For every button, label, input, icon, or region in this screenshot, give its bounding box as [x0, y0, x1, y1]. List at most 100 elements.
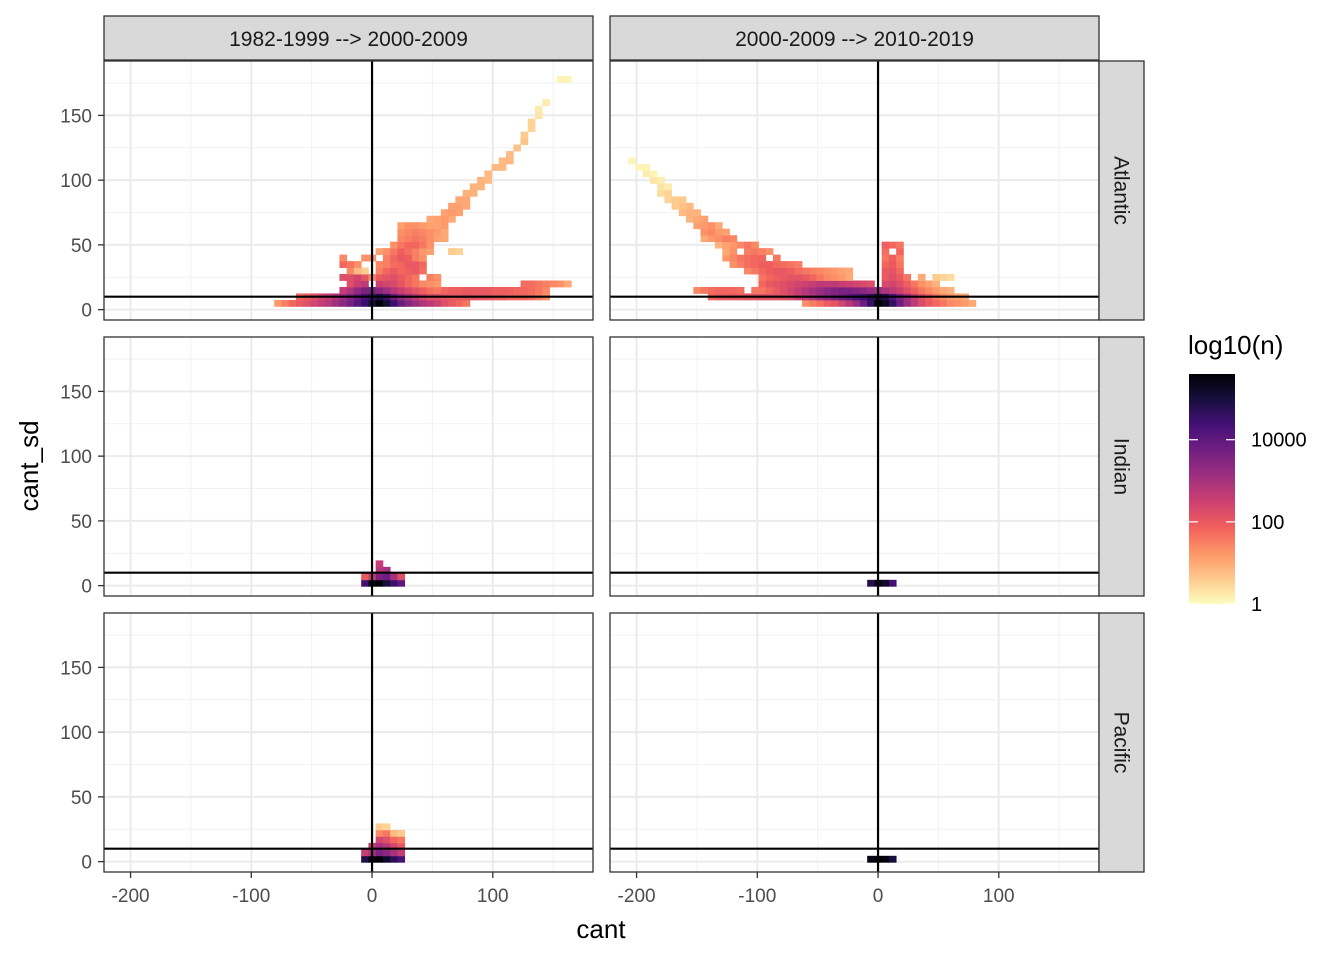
heatmap-cell — [765, 261, 774, 268]
x-tick-label: -200 — [112, 886, 150, 907]
heatmap-cell — [440, 286, 449, 294]
heatmap-cell — [686, 215, 694, 223]
heatmap-cell — [361, 254, 369, 262]
heatmap-cell — [700, 222, 709, 230]
heatmap-cell — [664, 196, 672, 204]
heatmap-cell — [404, 235, 413, 243]
heatmap-cell — [816, 267, 825, 275]
heatmap-cell — [390, 261, 398, 268]
heatmap-cell — [649, 170, 658, 178]
heatmap-cell — [455, 202, 463, 210]
heatmap-cell — [324, 299, 333, 307]
panel-plot-area — [610, 613, 1099, 872]
heatmap-cell — [657, 183, 665, 191]
x-tick-label: 0 — [873, 886, 884, 907]
heatmap-cell — [859, 286, 868, 294]
legend-ticks: 1 100 10000 — [1189, 430, 1307, 616]
heatmap-cell — [881, 241, 890, 249]
heatmap-cell — [404, 248, 413, 256]
heatmap-cell — [816, 299, 825, 307]
heatmap-cell — [859, 299, 868, 307]
heatmap-cell — [455, 248, 463, 256]
heatmap-cell — [838, 286, 846, 294]
heatmap-cell — [419, 222, 427, 230]
heatmap-cell — [397, 235, 406, 243]
heatmap-cell — [295, 299, 304, 307]
heatmap-cell — [397, 286, 406, 294]
heatmap-cell — [816, 286, 825, 294]
heatmap-cell — [411, 261, 420, 268]
heatmap-cell — [397, 248, 406, 256]
heatmap-cell — [426, 248, 435, 256]
heatmap-cell — [671, 202, 680, 210]
heatmap-cell — [455, 299, 463, 307]
heatmap-cell — [433, 222, 442, 230]
heatmap-cell — [903, 280, 912, 288]
heatmap-cell — [794, 280, 803, 288]
heatmap-cell — [353, 299, 362, 307]
heatmap-cell — [765, 274, 774, 281]
heatmap-cell — [390, 280, 398, 288]
panel-atlantic-1 — [103, 60, 594, 321]
heatmap-cell — [535, 112, 543, 120]
panel-background — [104, 613, 593, 872]
heatmap-cell — [946, 274, 955, 281]
heatmap-cell — [542, 280, 550, 288]
panel-plot-area — [610, 61, 1099, 320]
heatmap-cell — [693, 215, 701, 223]
heatmap-cell — [375, 823, 384, 831]
heatmap-cell — [961, 299, 969, 307]
panel-pacific-2 — [609, 612, 1100, 873]
heatmap-cell — [411, 274, 420, 281]
heatmap-cell — [801, 280, 810, 288]
heatmap-cell — [968, 299, 977, 307]
heatmap-cell — [896, 261, 904, 268]
panel-border — [103, 336, 594, 597]
heatmap-cell — [390, 254, 398, 262]
heatmap-cell — [353, 261, 362, 268]
heatmap-cell — [346, 274, 355, 281]
heatmap-cell — [390, 573, 398, 581]
heatmap-cell — [881, 579, 890, 587]
heatmap-cell — [635, 163, 643, 171]
x-tick-label: 0 — [367, 886, 378, 907]
heatmap-cell — [382, 823, 391, 831]
heatmap-cell — [527, 280, 536, 288]
heatmap-cell — [700, 215, 709, 223]
heatmap-cell — [830, 286, 839, 294]
y-tick-label: 0 — [81, 301, 92, 322]
row-strip-atlantic: Atlantic — [1098, 60, 1145, 321]
x-tick-label: -100 — [738, 886, 776, 907]
heatmap-cell — [758, 254, 767, 262]
heatmap-cell — [375, 560, 384, 568]
heatmap-cell — [477, 176, 485, 184]
heatmap-cell — [809, 286, 817, 294]
row-strip-indian: Indian — [1098, 336, 1145, 597]
row-strip-label: Pacific — [1110, 712, 1133, 774]
heatmap-cell — [375, 299, 384, 307]
heatmap-cell — [375, 280, 384, 288]
axes-layer: 0 50 100 150 0 50 100 150 0 50 100 150 -200 -100 0 100 -… — [60, 106, 1014, 907]
column-strip-label: 2000-2009 --> 2010-2019 — [735, 28, 974, 51]
heatmap-cell — [535, 105, 543, 113]
heatmap-cell — [954, 299, 962, 307]
heatmap-cell — [628, 157, 636, 165]
heatmap-cell — [896, 280, 904, 288]
color-legend: log10(n) 1 100 10000 — [1188, 330, 1307, 616]
heatmap-cell — [527, 125, 536, 132]
strip-background — [1098, 612, 1145, 873]
panel-indian-2 — [609, 336, 1100, 597]
heatmap-cell — [397, 280, 406, 288]
heatmap-cell — [353, 267, 362, 275]
heatmap-cell — [888, 274, 897, 281]
heatmap-cell — [513, 286, 521, 294]
heatmap-cell — [787, 280, 796, 288]
heatmap-cell — [664, 189, 672, 197]
heatmap-cell — [382, 855, 391, 863]
heatmap-cell — [773, 274, 781, 281]
heatmap-cell — [888, 299, 897, 307]
heatmap-cell — [361, 274, 369, 281]
heatmap-cell — [852, 280, 861, 288]
heatmap-cell — [448, 209, 456, 217]
heatmap-cell — [888, 254, 897, 262]
